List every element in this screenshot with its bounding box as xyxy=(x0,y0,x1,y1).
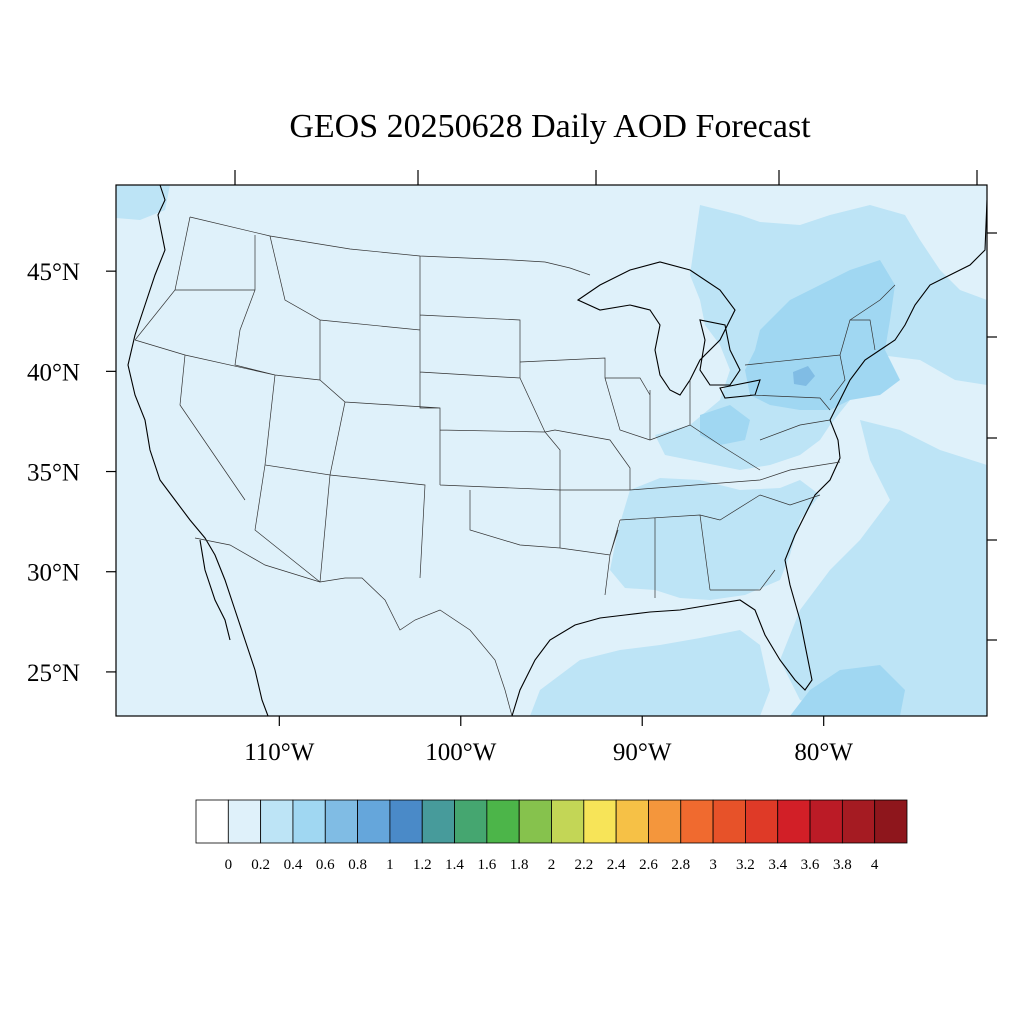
colorbar-label: 1.4 xyxy=(445,857,464,873)
lat-tick-label: 45°N xyxy=(27,259,80,286)
colorbar-label: 2.4 xyxy=(607,857,626,873)
colorbar-bin xyxy=(745,799,779,844)
colorbar-label: 3.2 xyxy=(736,857,755,873)
latitude-labels: 45°N 40°N 35°N 30°N 25°N xyxy=(27,259,80,687)
lat-tick-label: 30°N xyxy=(27,560,80,587)
colorbar-bin xyxy=(874,799,908,844)
colorbar-bin xyxy=(841,799,876,844)
colorbar-bin xyxy=(583,799,617,844)
canada-border xyxy=(189,216,591,276)
colorbar-bin xyxy=(195,799,229,844)
colorbar-label: 3 xyxy=(709,857,717,873)
colorbar-label: 1.6 xyxy=(477,857,496,873)
aod-region-bahamas xyxy=(790,665,905,716)
lon-tick-label: 80°W xyxy=(794,739,853,766)
state-boundaries xyxy=(134,216,896,598)
lon-tick-label: 110°W xyxy=(244,739,315,766)
mexico-border xyxy=(194,537,513,716)
colorbar-bin xyxy=(518,799,552,844)
colorbar-label: 2.2 xyxy=(574,857,593,873)
aod-region-southeast xyxy=(610,478,820,600)
colorbar-bin xyxy=(421,799,455,844)
lon-tick-label: 100°W xyxy=(425,739,496,766)
colorbar-label: 2 xyxy=(548,857,556,873)
colorbar-label: 3.6 xyxy=(801,857,820,873)
colorbar-label: 3.4 xyxy=(768,857,787,873)
lat-tick-label: 35°N xyxy=(27,460,80,487)
longitude-labels: 110°W 100°W 90°W 80°W xyxy=(244,739,853,766)
colorbar-bin xyxy=(389,799,423,844)
colorbar-label: 0.6 xyxy=(316,857,335,873)
colorbar-label: 3.8 xyxy=(833,857,852,873)
aod-field xyxy=(116,185,987,716)
colorbar-bin xyxy=(615,799,649,844)
colorbar-label: 0 xyxy=(225,857,233,873)
colorbar-bin xyxy=(712,799,746,844)
colorbar-bin xyxy=(357,799,391,844)
colorbar-bin xyxy=(324,799,358,844)
colorbar-bin xyxy=(809,799,843,844)
colorbar-label: 1.2 xyxy=(413,857,432,873)
colorbar-label: 4 xyxy=(871,857,879,873)
aod-region-pacific-nw xyxy=(116,185,170,220)
lat-tick-label: 25°N xyxy=(27,660,80,687)
colorbar-label: 1.8 xyxy=(510,857,529,873)
colorbar-label: 0.4 xyxy=(284,857,303,873)
colorbar-bin xyxy=(486,799,520,844)
colorbar-bin xyxy=(648,799,682,844)
colorbar-bin xyxy=(292,799,326,844)
colorbar-bin xyxy=(260,799,294,844)
aod-region-atlantic xyxy=(780,420,987,716)
colorbar-label: 0.8 xyxy=(348,857,367,873)
colorbar-label: 1 xyxy=(386,857,394,873)
chart-title: GEOS 20250628 Daily AOD Forecast xyxy=(289,108,811,145)
aod-region-central-pa xyxy=(793,366,815,386)
colorbar-label: 2.8 xyxy=(671,857,690,873)
axis-ticks xyxy=(106,170,997,726)
colorbar-labels: 0 0.2 0.4 0.6 0.8 1 1.2 1.4 1.6 1.8 2 2.2 2.4 2.6 2.8 3… xyxy=(225,857,879,873)
colorbar-label: 2.6 xyxy=(639,857,658,873)
colorbar xyxy=(195,799,908,844)
aod-region-northeast-corridor xyxy=(745,260,900,410)
colorbar-bin xyxy=(454,799,488,844)
map-frame xyxy=(115,184,988,717)
colorbar-label: 0.2 xyxy=(251,857,270,873)
aod-region-ohio-valley xyxy=(700,405,750,445)
aod-region-gulf xyxy=(530,630,770,716)
lat-tick-label: 40°N xyxy=(27,359,80,386)
colorbar-bin xyxy=(680,799,714,844)
colorbar-bin xyxy=(777,799,811,844)
colorbar-bin xyxy=(227,799,262,844)
lon-tick-label: 90°W xyxy=(613,739,672,766)
colorbar-bin xyxy=(551,799,585,844)
